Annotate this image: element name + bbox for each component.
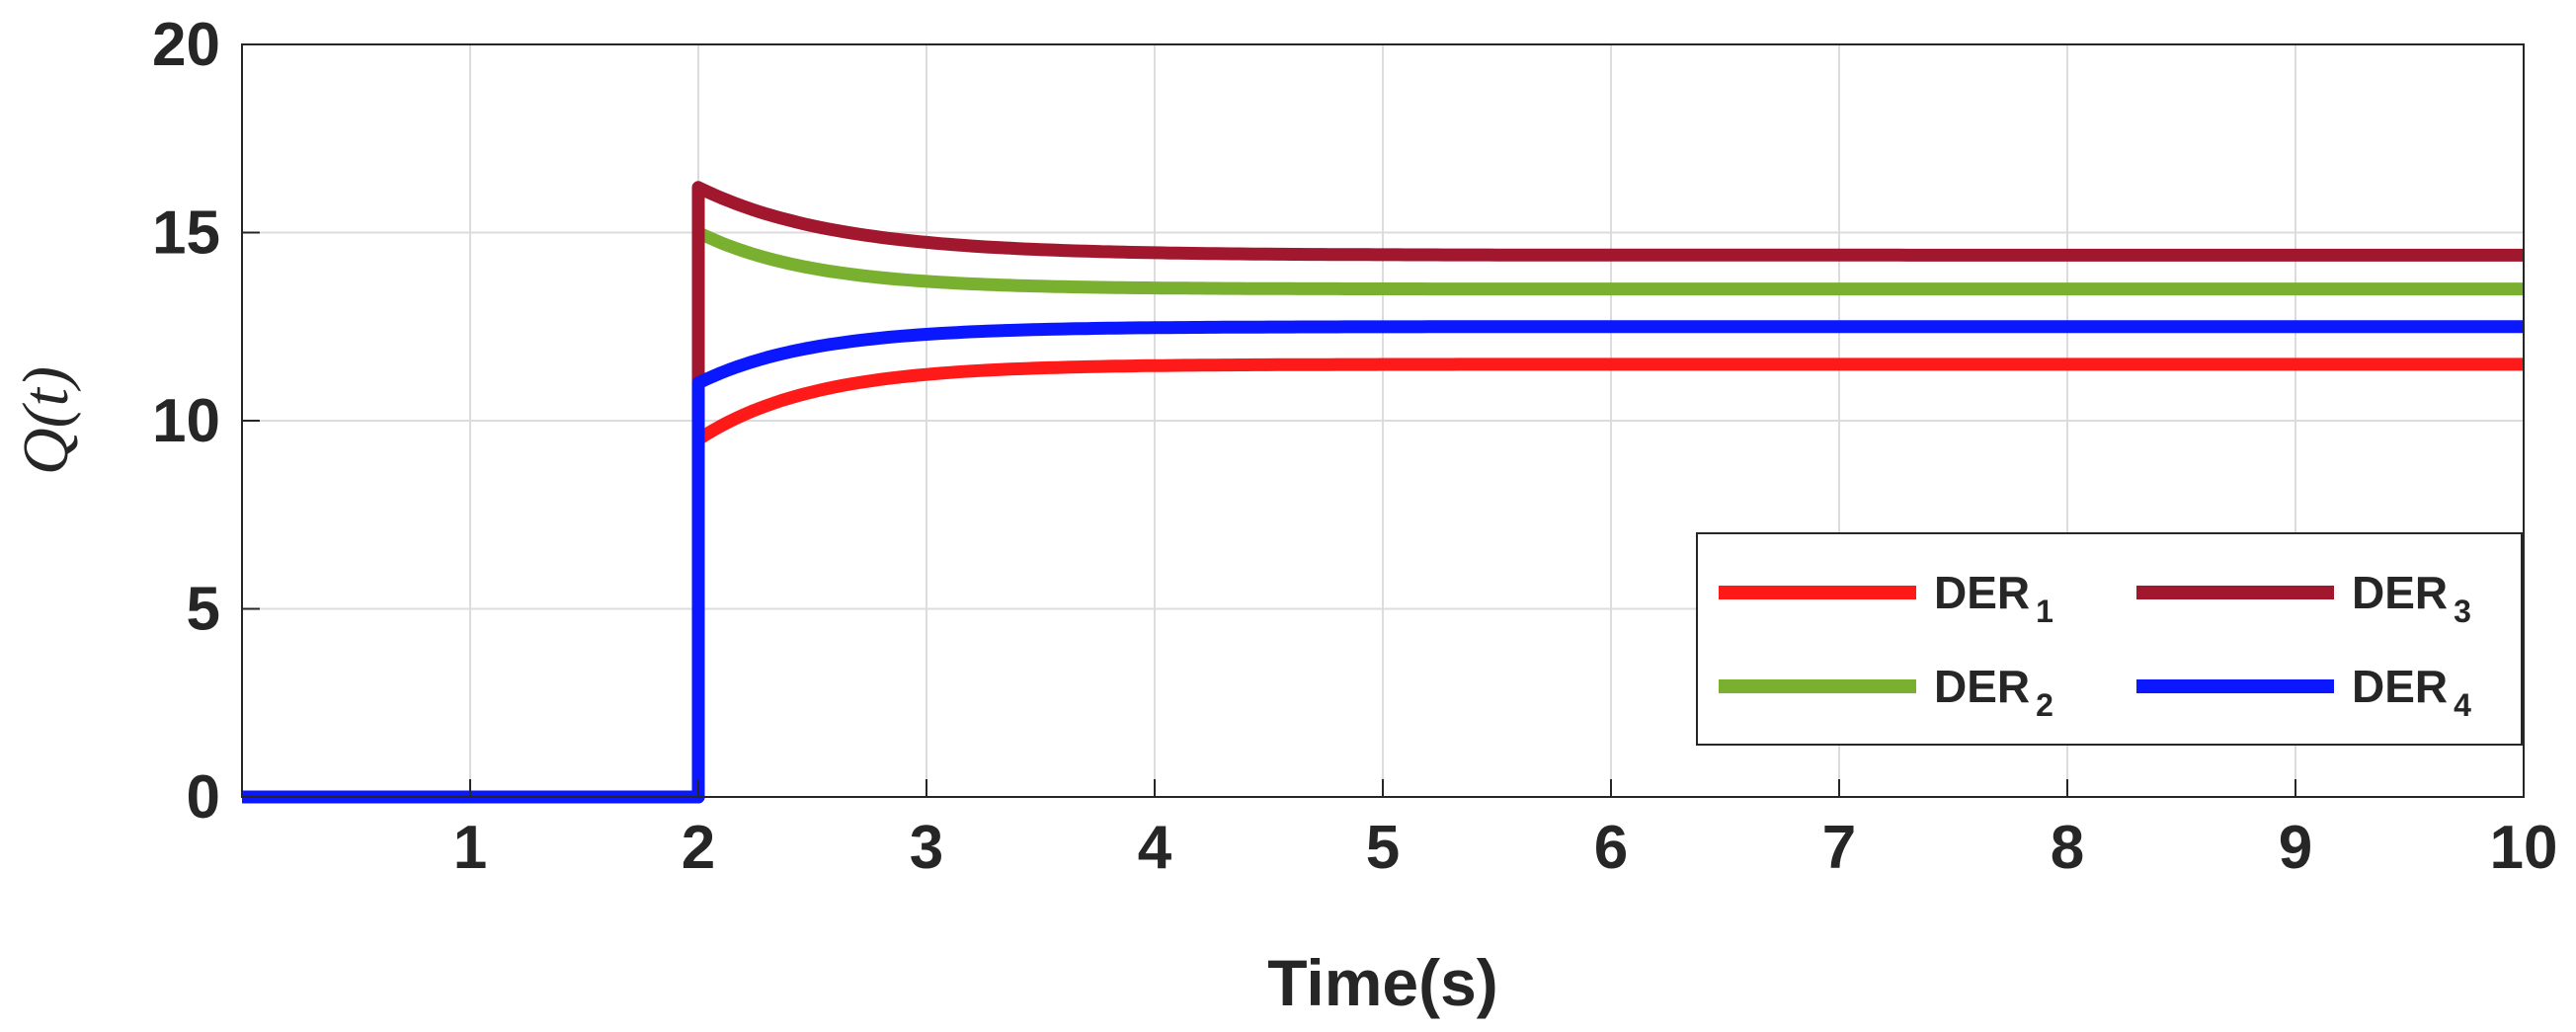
y-axis-label: Q(t) — [10, 366, 82, 475]
series-line-der3 — [242, 181, 2524, 804]
legend-box — [1696, 532, 2523, 746]
y-tick-label-1: 5 — [187, 576, 220, 644]
y-tick-label-2: 10 — [152, 387, 220, 455]
x-tick-label-2: 3 — [910, 814, 943, 882]
x-tick-label-0: 1 — [453, 814, 487, 882]
series-line-der4 — [242, 320, 2524, 804]
x-tick-label-9: 10 — [2490, 814, 2558, 882]
y-tick-label-4: 20 — [152, 11, 220, 79]
x-tick-label-6: 7 — [1822, 814, 1856, 882]
x-tick-label-4: 5 — [1366, 814, 1400, 882]
x-axis-label: Time(s) — [1267, 946, 1498, 1019]
x-tick-label-3: 4 — [1138, 814, 1172, 882]
y-tick-label-0: 0 — [187, 763, 220, 832]
series-line-der2 — [242, 226, 2524, 804]
x-tick-label-7: 8 — [2051, 814, 2084, 882]
x-tick-label-5: 6 — [1594, 814, 1628, 882]
x-tick-label-8: 9 — [2279, 814, 2312, 882]
series-line-der1 — [242, 357, 2524, 804]
ticks: 1 2 3 4 5 6 7 8 9 10 0 5 10 15 20 — [152, 11, 2557, 882]
x-tick-label-1: 2 — [682, 814, 715, 882]
y-tick-label-3: 15 — [152, 199, 220, 268]
series-lines — [242, 181, 2524, 804]
